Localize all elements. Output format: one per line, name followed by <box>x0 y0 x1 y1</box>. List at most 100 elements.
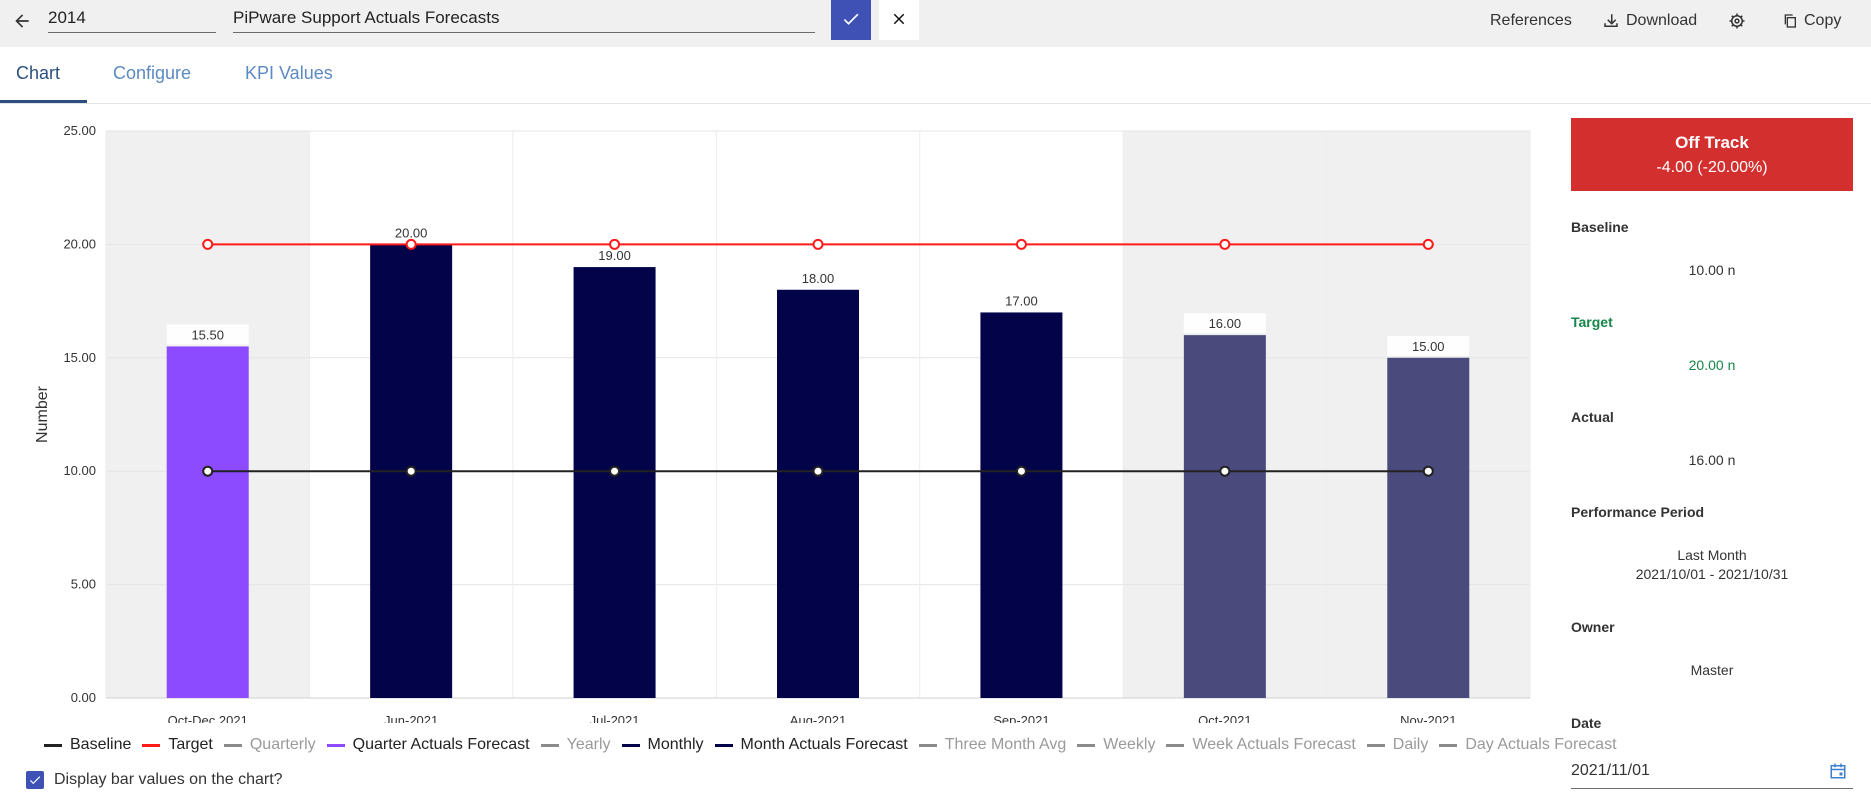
y-tick-label: 10.00 <box>63 463 96 478</box>
legend-swatch <box>621 743 640 747</box>
legend-item[interactable]: Weekly <box>1077 736 1155 754</box>
baseline-point <box>1015 465 1027 477</box>
legend-item[interactable]: Yearly <box>540 736 611 754</box>
x-tick-label: Jul-2021 <box>590 713 640 723</box>
bar-value-label: 15.00 <box>1412 339 1445 354</box>
legend-item[interactable]: Week Actuals Forecast <box>1166 736 1356 754</box>
bar-value-bg <box>573 245 656 266</box>
target-point <box>1219 238 1231 250</box>
performance-period-value: Last Month <box>1677 547 1747 563</box>
actual-label: Actual <box>1571 409 1614 425</box>
legend-item[interactable]: Monthly <box>621 736 704 754</box>
calendar-icon[interactable] <box>1829 762 1847 780</box>
bar <box>1387 357 1470 698</box>
legend-item[interactable]: Day Actuals Forecast <box>1439 736 1617 754</box>
tab-bar: Chart Configure KPI Values <box>0 47 1871 104</box>
legend-item[interactable]: Baseline <box>44 736 131 754</box>
baseline-label: Baseline <box>1571 219 1629 235</box>
legend-swatch <box>142 743 161 747</box>
legend-label: Daily <box>1392 736 1429 753</box>
target-point <box>1422 238 1434 250</box>
display-bar-values-checkbox[interactable] <box>26 771 44 789</box>
legend-item[interactable]: Quarter Actuals Forecast <box>326 736 530 754</box>
bar-value-label: 19.00 <box>598 248 631 263</box>
legend-label: Quarterly <box>249 736 316 753</box>
close-icon <box>893 13 905 24</box>
download-icon <box>1604 14 1618 27</box>
owner-value: Master <box>1690 662 1734 678</box>
performance-period-label: Performance Period <box>1571 504 1705 520</box>
bar-value-bg <box>980 290 1063 311</box>
legend-label: Baseline <box>70 736 132 753</box>
bar-value-bg <box>166 324 249 345</box>
x-tick-label: Sep-2021 <box>993 713 1049 723</box>
status-badge: Off Track -4.00 (-20.00%) <box>1571 118 1853 191</box>
bar <box>573 267 656 698</box>
confirm-button[interactable] <box>831 0 871 40</box>
bar-value-label: 18.00 <box>802 271 835 286</box>
references-button[interactable]: References <box>1490 8 1572 34</box>
x-tick-label: Nov-2021 <box>1400 713 1456 723</box>
legend-item[interactable]: Quarterly <box>223 736 316 754</box>
target-value: 20.00 n <box>1688 357 1736 373</box>
bar-value-bg <box>777 267 859 288</box>
chart-legend: Baseline Target Quarterly Quarter Actuals F… <box>44 733 1628 757</box>
tab-chart[interactable]: Chart <box>16 63 61 83</box>
baseline-point <box>405 465 417 477</box>
target-label: Target <box>1571 314 1613 330</box>
legend-swatch <box>1366 743 1385 747</box>
y-tick-label: 0.00 <box>71 690 96 705</box>
download-label: Download <box>1626 12 1698 29</box>
arrow-left-icon <box>15 13 29 28</box>
back-button[interactable] <box>6 6 38 38</box>
legend-label: Week Actuals Forecast <box>1192 736 1356 753</box>
download-button[interactable]: Download <box>1602 8 1697 34</box>
legend-item[interactable]: Month Actuals Forecast <box>714 736 908 754</box>
actual-value: 16.00 n <box>1688 452 1736 468</box>
target-point <box>202 238 214 250</box>
legend-item[interactable]: Target <box>142 736 213 754</box>
copy-label: Copy <box>1804 12 1842 29</box>
kpi-chart: 0.00 5.00 10.00 15.00 20.00 25.00 Number 15.50 2… <box>34 123 1531 723</box>
legend-swatch <box>714 743 733 747</box>
x-tick-label: Oct-2021 <box>1198 713 1251 723</box>
legend-swatch <box>1166 743 1185 747</box>
bar <box>166 346 249 698</box>
copy-button[interactable]: Copy <box>1782 8 1841 34</box>
bar-value-label: 17.00 <box>1005 293 1038 308</box>
kpi-code-input[interactable] <box>48 4 216 33</box>
status-title: Off Track <box>1675 132 1749 152</box>
bar <box>777 289 859 698</box>
references-label: References <box>1490 12 1572 29</box>
legend-label: Month Actuals Forecast <box>740 736 908 753</box>
legend-item[interactable]: Three Month Avg <box>918 736 1066 754</box>
legend-swatch <box>223 743 242 747</box>
settings-button[interactable] <box>1728 8 1746 34</box>
kpi-name-input[interactable] <box>233 4 815 33</box>
legend-label: Day Actuals Forecast <box>1465 736 1617 753</box>
tab-configure[interactable]: Configure <box>113 63 192 83</box>
bar-value-bg <box>1183 313 1266 334</box>
legend-item[interactable]: Daily <box>1366 736 1429 754</box>
bar-value-label: 20.00 <box>395 225 428 240</box>
baseline-point <box>812 465 824 477</box>
y-tick-label: 15.00 <box>63 350 96 365</box>
date-field[interactable]: 2021/11/01 <box>1571 752 1853 789</box>
legend-swatch <box>1439 743 1458 747</box>
legend-label: Yearly <box>566 736 611 753</box>
bar <box>1183 335 1266 698</box>
legend-swatch <box>1077 743 1096 747</box>
gear-icon <box>1729 13 1745 29</box>
cancel-button[interactable] <box>879 0 919 40</box>
bar-value-label: 15.50 <box>191 327 224 342</box>
target-point <box>405 238 417 250</box>
x-tick-label: Aug-2021 <box>790 713 846 723</box>
y-tick-label: 25.00 <box>63 123 96 138</box>
tab-kpi-values[interactable]: KPI Values <box>245 63 333 83</box>
bar-value-label: 16.00 <box>1209 316 1242 331</box>
y-tick-label: 5.00 <box>71 577 96 592</box>
baseline-value: 10.00 n <box>1688 262 1736 278</box>
date-value: 2021/11/01 <box>1571 762 1650 779</box>
display-bar-values-option[interactable]: Display bar values on the chart? <box>26 771 283 789</box>
legend-swatch <box>540 743 559 747</box>
